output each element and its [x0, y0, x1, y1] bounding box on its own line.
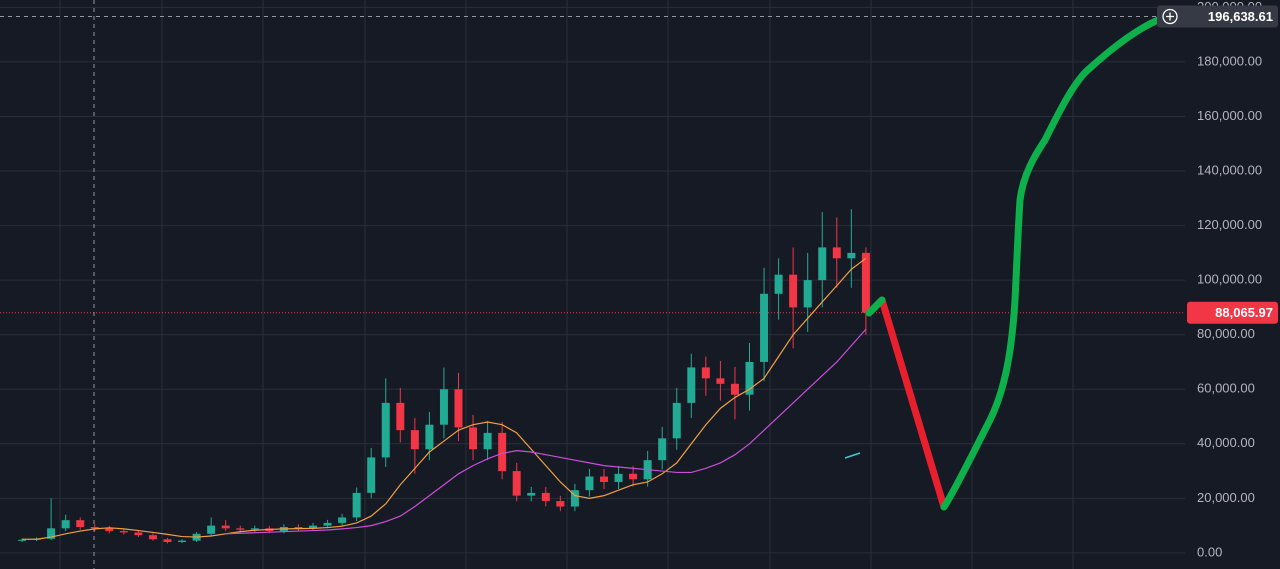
y-tick-label: 120,000.00	[1197, 217, 1262, 232]
vertical-grid	[59, 0, 1074, 569]
candle-body	[396, 402, 405, 431]
drawn-small-line	[844, 452, 861, 459]
candle-body	[527, 492, 536, 496]
y-tick-label: 160,000.00	[1197, 108, 1262, 123]
price-label: 88,065.97	[1215, 305, 1273, 320]
candle-body	[236, 528, 245, 530]
candle-body	[789, 274, 798, 308]
candle-body	[585, 476, 594, 491]
moving-average	[22, 257, 867, 540]
drawn-recovery-line	[940, 16, 1162, 511]
price-axis	[1185, 0, 1280, 569]
y-tick-label: 0.00	[1197, 544, 1222, 559]
candle-body	[716, 378, 725, 384]
candle-body	[338, 517, 347, 523]
candle-body	[832, 247, 841, 259]
candle-body	[454, 389, 463, 428]
candle-body	[774, 274, 783, 294]
candle-body	[18, 539, 26, 541]
candle-body	[469, 427, 478, 450]
candle-body	[512, 471, 521, 496]
candle-body	[541, 492, 550, 502]
candle-body	[76, 520, 85, 527]
candle-body	[439, 389, 448, 425]
candle-body	[309, 525, 317, 529]
candle-body	[323, 522, 332, 526]
y-tick-label: 20,000.00	[1197, 490, 1255, 505]
y-tick-label: 180,000.00	[1197, 53, 1262, 68]
candle-body	[701, 367, 710, 379]
candle-body	[90, 526, 99, 529]
candle-body	[163, 539, 172, 542]
plus-icon	[1166, 12, 1174, 21]
candle-body	[861, 252, 870, 313]
candle-body	[134, 532, 143, 536]
candle-body	[818, 247, 827, 281]
price-label: 196,638.61	[1208, 9, 1273, 24]
candle-body	[483, 432, 492, 450]
candle-body	[687, 367, 696, 403]
candle-body	[148, 535, 157, 540]
drawn-up-tick	[865, 296, 886, 317]
candle-body	[61, 520, 70, 529]
candle-body	[207, 525, 216, 534]
candle-body	[570, 490, 579, 507]
y-tick-label: 140,000.00	[1197, 162, 1262, 177]
candle-body	[221, 525, 230, 529]
candle-body	[600, 476, 608, 482]
candle-body	[730, 383, 739, 395]
candle-body	[119, 531, 128, 533]
y-tick-label: 100,000.00	[1197, 272, 1262, 287]
candle-body	[614, 473, 623, 482]
candle-body	[352, 492, 361, 518]
y-tick-label: 80,000.00	[1197, 326, 1255, 341]
candle-body	[847, 252, 856, 259]
candle-body	[629, 473, 638, 480]
y-tick-label: 60,000.00	[1197, 381, 1255, 396]
candle-body	[556, 501, 565, 507]
candle-body	[498, 432, 507, 472]
moving-average	[225, 328, 867, 535]
candle-body	[658, 438, 667, 461]
price-label-box	[1187, 301, 1278, 324]
candle-body	[672, 402, 681, 439]
price-label-box	[1157, 5, 1278, 28]
candle-body	[425, 424, 434, 450]
candle-body	[47, 528, 56, 539]
candle-body	[381, 402, 390, 458]
candle-body	[294, 526, 303, 529]
candle-body	[105, 528, 114, 532]
candle-body	[410, 430, 419, 450]
y-tick-label: 40,000.00	[1197, 435, 1255, 450]
candle-body	[178, 540, 187, 542]
plus-icon	[1162, 8, 1178, 25]
candle-body	[367, 457, 376, 493]
candle-body	[760, 293, 769, 362]
candle-body	[250, 528, 259, 530]
candle-body	[803, 280, 812, 308]
candle-body	[745, 361, 754, 395]
